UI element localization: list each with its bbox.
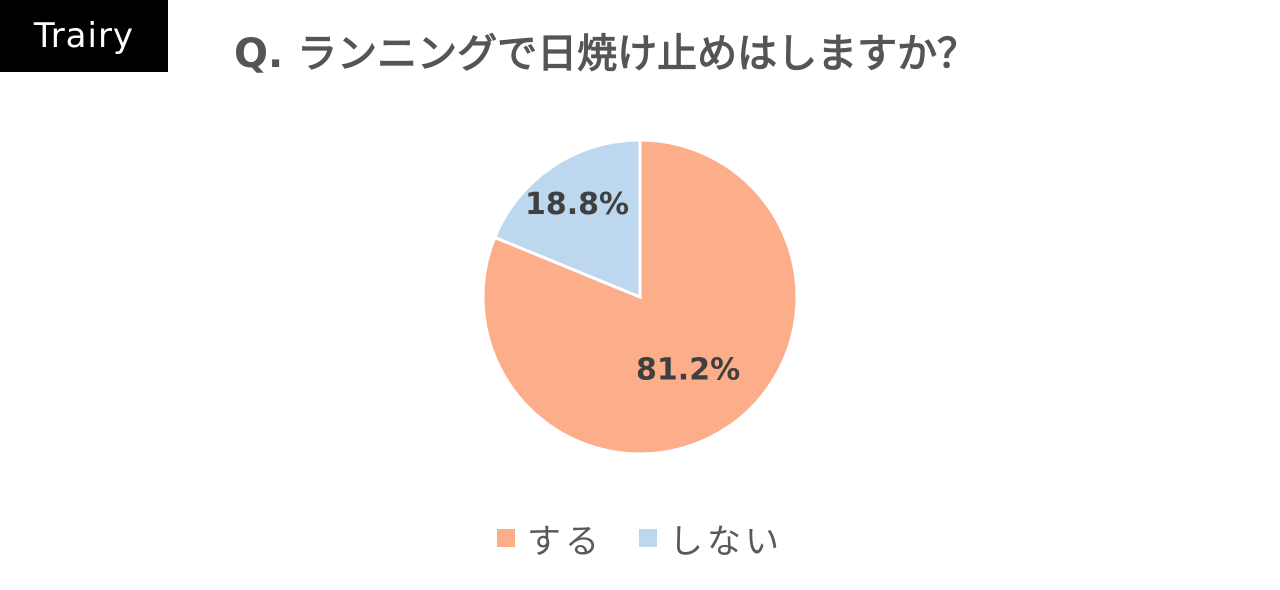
brand-logo: Trairy xyxy=(0,0,168,72)
legend-label-shinai: しない xyxy=(669,521,783,562)
brand-logo-text: Trairy xyxy=(33,16,135,56)
pie-chart: 81.2% 18.8% xyxy=(481,138,799,456)
data-label-shinai: 18.8% xyxy=(525,187,629,222)
chart-title: Q. ランニングで日焼け止めはしますか？ xyxy=(234,31,978,77)
data-label-suru: 81.2% xyxy=(636,353,740,388)
pie-slice-shinai xyxy=(492,138,642,300)
legend-swatch-shinai xyxy=(639,529,657,547)
legend-item-suru: する xyxy=(497,514,603,563)
legend-item-shinai: しない xyxy=(639,514,783,563)
chart-legend: する しない xyxy=(0,508,1280,568)
pie-slice-suru xyxy=(481,138,799,456)
legend-swatch-suru xyxy=(497,529,515,547)
legend-label-suru: する xyxy=(527,521,603,562)
